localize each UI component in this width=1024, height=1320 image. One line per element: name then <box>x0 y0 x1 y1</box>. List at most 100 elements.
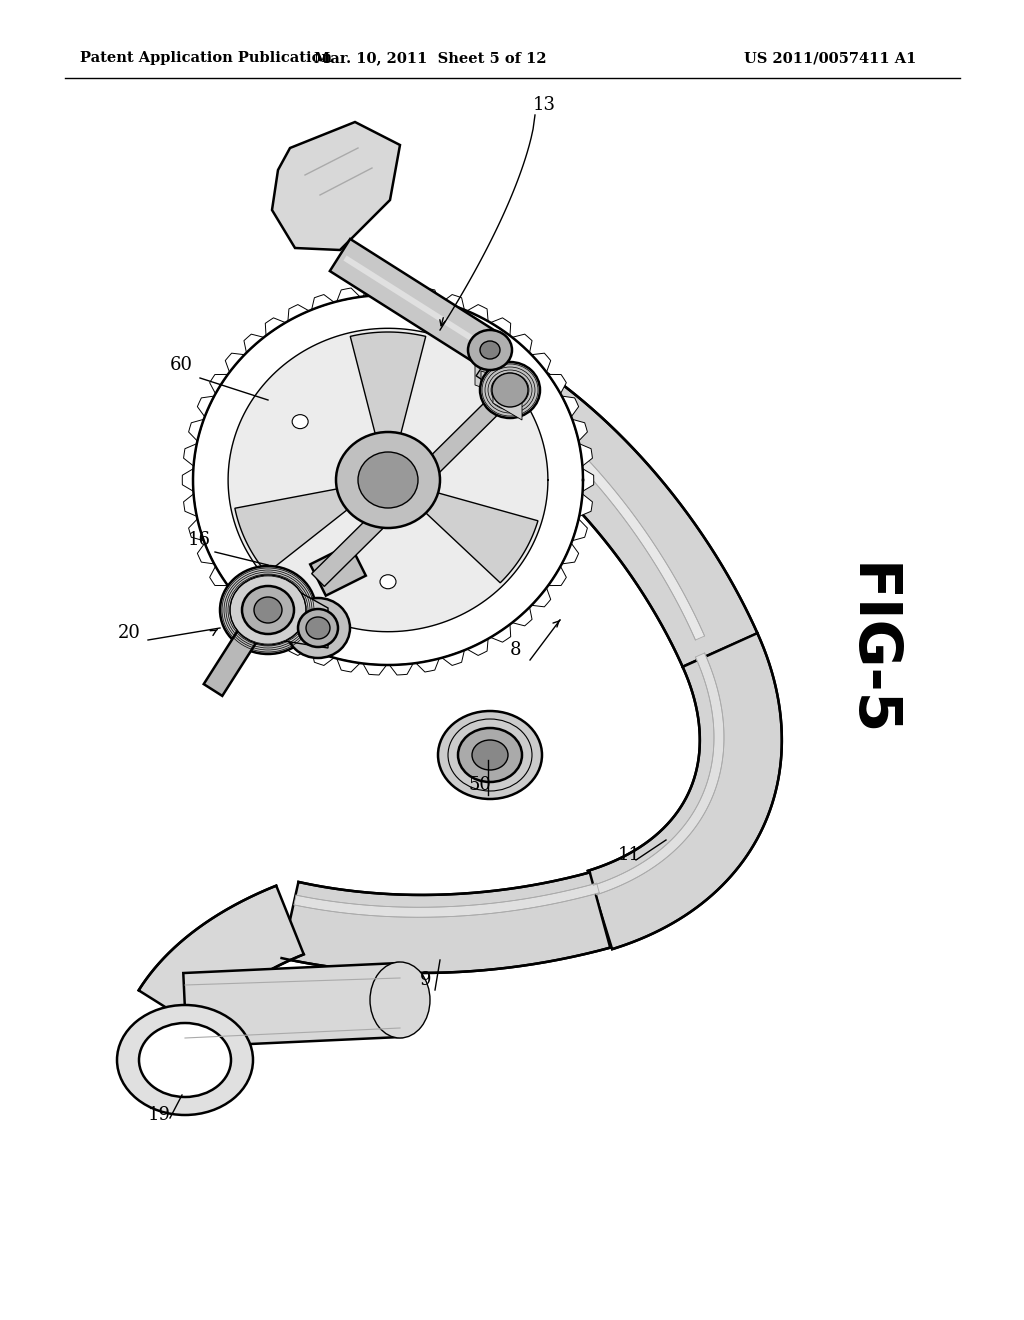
Polygon shape <box>193 294 583 665</box>
Polygon shape <box>288 305 309 321</box>
Polygon shape <box>548 566 566 586</box>
Polygon shape <box>278 579 328 648</box>
Polygon shape <box>389 285 413 297</box>
Polygon shape <box>225 354 245 372</box>
Polygon shape <box>594 653 724 895</box>
Polygon shape <box>481 371 522 408</box>
Polygon shape <box>265 624 286 642</box>
Ellipse shape <box>254 597 282 623</box>
Ellipse shape <box>380 574 396 589</box>
Ellipse shape <box>139 1023 231 1097</box>
Polygon shape <box>487 378 522 414</box>
Ellipse shape <box>336 432 440 528</box>
Text: FIG-5: FIG-5 <box>842 562 898 737</box>
Polygon shape <box>182 469 194 491</box>
Polygon shape <box>183 444 197 466</box>
Polygon shape <box>228 329 548 632</box>
Polygon shape <box>469 350 758 667</box>
Polygon shape <box>442 651 465 665</box>
Polygon shape <box>467 305 488 321</box>
Text: US 2011/0057411 A1: US 2011/0057411 A1 <box>743 51 916 65</box>
Polygon shape <box>265 318 286 335</box>
Polygon shape <box>493 383 522 420</box>
Polygon shape <box>210 566 228 586</box>
Ellipse shape <box>468 330 512 370</box>
Text: 20: 20 <box>118 624 141 642</box>
Ellipse shape <box>458 729 522 781</box>
Polygon shape <box>588 634 782 949</box>
Polygon shape <box>138 886 304 1030</box>
Polygon shape <box>498 385 705 640</box>
Polygon shape <box>188 420 204 441</box>
Polygon shape <box>188 519 204 541</box>
Polygon shape <box>210 375 228 393</box>
Polygon shape <box>288 639 309 656</box>
Polygon shape <box>442 294 465 310</box>
Polygon shape <box>490 318 511 335</box>
Polygon shape <box>234 487 353 573</box>
Text: 11: 11 <box>618 846 641 865</box>
Polygon shape <box>198 544 214 564</box>
Polygon shape <box>183 964 401 1047</box>
Text: 50: 50 <box>468 776 490 795</box>
Ellipse shape <box>358 451 418 508</box>
Polygon shape <box>531 587 551 607</box>
Polygon shape <box>244 334 264 352</box>
Polygon shape <box>416 288 439 301</box>
Polygon shape <box>350 333 426 441</box>
Ellipse shape <box>480 341 500 359</box>
Polygon shape <box>476 364 514 396</box>
Polygon shape <box>225 587 245 607</box>
Ellipse shape <box>472 741 508 770</box>
Polygon shape <box>475 366 522 403</box>
Polygon shape <box>353 263 505 360</box>
Polygon shape <box>311 294 334 310</box>
Ellipse shape <box>298 609 338 647</box>
Ellipse shape <box>492 374 528 407</box>
Polygon shape <box>512 607 532 626</box>
Polygon shape <box>531 354 551 372</box>
Ellipse shape <box>242 586 294 634</box>
Text: Mar. 10, 2011  Sheet 5 of 12: Mar. 10, 2011 Sheet 5 of 12 <box>313 51 547 65</box>
Polygon shape <box>343 256 497 355</box>
Text: 19: 19 <box>148 1106 171 1125</box>
Polygon shape <box>362 285 387 297</box>
Text: 8: 8 <box>510 642 521 659</box>
Ellipse shape <box>220 566 316 653</box>
Ellipse shape <box>117 1005 253 1115</box>
Polygon shape <box>572 519 588 541</box>
Ellipse shape <box>286 598 350 657</box>
Ellipse shape <box>230 576 306 645</box>
Polygon shape <box>337 288 360 301</box>
Ellipse shape <box>292 414 308 429</box>
Polygon shape <box>310 544 366 595</box>
Ellipse shape <box>370 962 430 1038</box>
Polygon shape <box>548 375 566 393</box>
Ellipse shape <box>438 711 542 799</box>
Ellipse shape <box>306 616 330 639</box>
Polygon shape <box>337 659 360 672</box>
Polygon shape <box>562 396 579 417</box>
Text: 13: 13 <box>534 96 556 114</box>
Polygon shape <box>583 469 594 491</box>
Polygon shape <box>330 239 500 366</box>
Polygon shape <box>183 494 197 516</box>
Ellipse shape <box>480 362 540 418</box>
Polygon shape <box>294 883 599 917</box>
Polygon shape <box>467 639 488 656</box>
Polygon shape <box>244 607 264 626</box>
Polygon shape <box>572 420 588 441</box>
Polygon shape <box>362 664 387 675</box>
Polygon shape <box>512 334 532 352</box>
Polygon shape <box>562 544 579 564</box>
Polygon shape <box>580 494 593 516</box>
Polygon shape <box>204 630 257 696</box>
Text: 16: 16 <box>188 531 211 549</box>
Polygon shape <box>311 651 334 665</box>
Polygon shape <box>282 873 610 973</box>
Text: Patent Application Publication: Patent Application Publication <box>80 51 332 65</box>
Polygon shape <box>421 491 538 583</box>
Polygon shape <box>311 384 516 586</box>
Polygon shape <box>272 121 400 249</box>
Polygon shape <box>490 624 511 642</box>
